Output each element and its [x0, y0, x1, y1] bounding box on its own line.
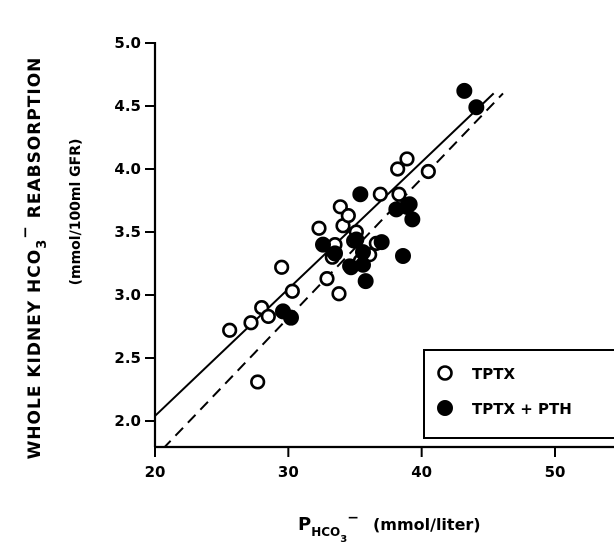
y-axis-title-line1: WHOLE KIDNEY HCO3− REABSORPTION: [16, 57, 50, 460]
legend-marker-tptx-pth: [437, 400, 453, 416]
y-axis-title: WHOLE KIDNEY HCO3− REABSORPTION (mmol/10…: [16, 57, 84, 460]
legend-label-tptx-pth: TPTX + PTH: [472, 400, 572, 418]
x-tick-label: 50: [545, 463, 566, 481]
data-point-tptx: [420, 163, 436, 180]
data-point-tptx: [319, 271, 335, 287]
data-point-tptx-pth: [315, 236, 331, 253]
data-point-tptx-pth: [355, 244, 371, 261]
data-point-tptx-pth: [327, 245, 343, 262]
y-tick-label: 5.0: [114, 34, 141, 52]
legend-box: [423, 349, 614, 439]
data-point-tptx: [274, 259, 290, 275]
y-tick-label: 3.0: [114, 286, 141, 304]
data-point-tptx-pth: [373, 234, 390, 251]
data-point-tptx: [391, 186, 407, 202]
data-point-tptx: [311, 220, 327, 236]
y-tick-label: 2.0: [114, 412, 141, 430]
y-axis-title-line2: (mmol/100ml GFR): [68, 139, 84, 286]
y-tick-label: 4.5: [114, 97, 141, 115]
plot-area: 2.0 2.5 3.0 3.5 4.0 4.5 5.0 20 30 40 50: [114, 34, 614, 481]
regression-line-tptx-pth: [163, 92, 504, 447]
data-point-tptx: [222, 322, 238, 338]
data-point-tptx: [340, 208, 356, 224]
data-point-tptx: [399, 151, 415, 167]
x-tick-label: 30: [278, 463, 299, 481]
data-point-tptx-pth: [348, 231, 365, 248]
data-point-tptx-pth: [357, 273, 374, 290]
x-axis-title: PHCO3− (mmol/liter): [298, 510, 481, 543]
data-point-tptx-pth: [456, 82, 473, 99]
x-tick-label: 40: [411, 463, 432, 481]
data-point-tptx: [260, 308, 276, 325]
regression-line-tptx: [155, 92, 495, 417]
data-point-tptx: [390, 161, 406, 177]
data-point-tptx-pth: [468, 99, 485, 116]
legend-marker-tptx: [437, 365, 453, 381]
data-point-tptx-pth: [283, 309, 299, 326]
y-tick-label: 2.5: [114, 349, 141, 367]
y-tick-label: 3.5: [114, 223, 141, 241]
data-point-tptx-pth: [401, 196, 418, 213]
legend-label-tptx: TPTX: [472, 365, 515, 383]
legend: TPTX TPTX + PTH: [423, 349, 614, 439]
x-tick-label: 20: [145, 463, 166, 481]
data-point-tptx: [331, 286, 347, 302]
data-point-tptx: [284, 283, 300, 299]
data-point-tptx-pth: [395, 247, 411, 264]
x-axis-title-text: PHCO3− (mmol/liter): [298, 510, 481, 543]
data-point-tptx-pth: [352, 186, 369, 203]
data-point-tptx: [250, 374, 266, 390]
data-point-tptx: [372, 186, 388, 202]
data-point-tptx-pth: [404, 211, 421, 228]
y-tick-label: 4.0: [114, 160, 141, 178]
data-point-tptx: [243, 315, 259, 331]
